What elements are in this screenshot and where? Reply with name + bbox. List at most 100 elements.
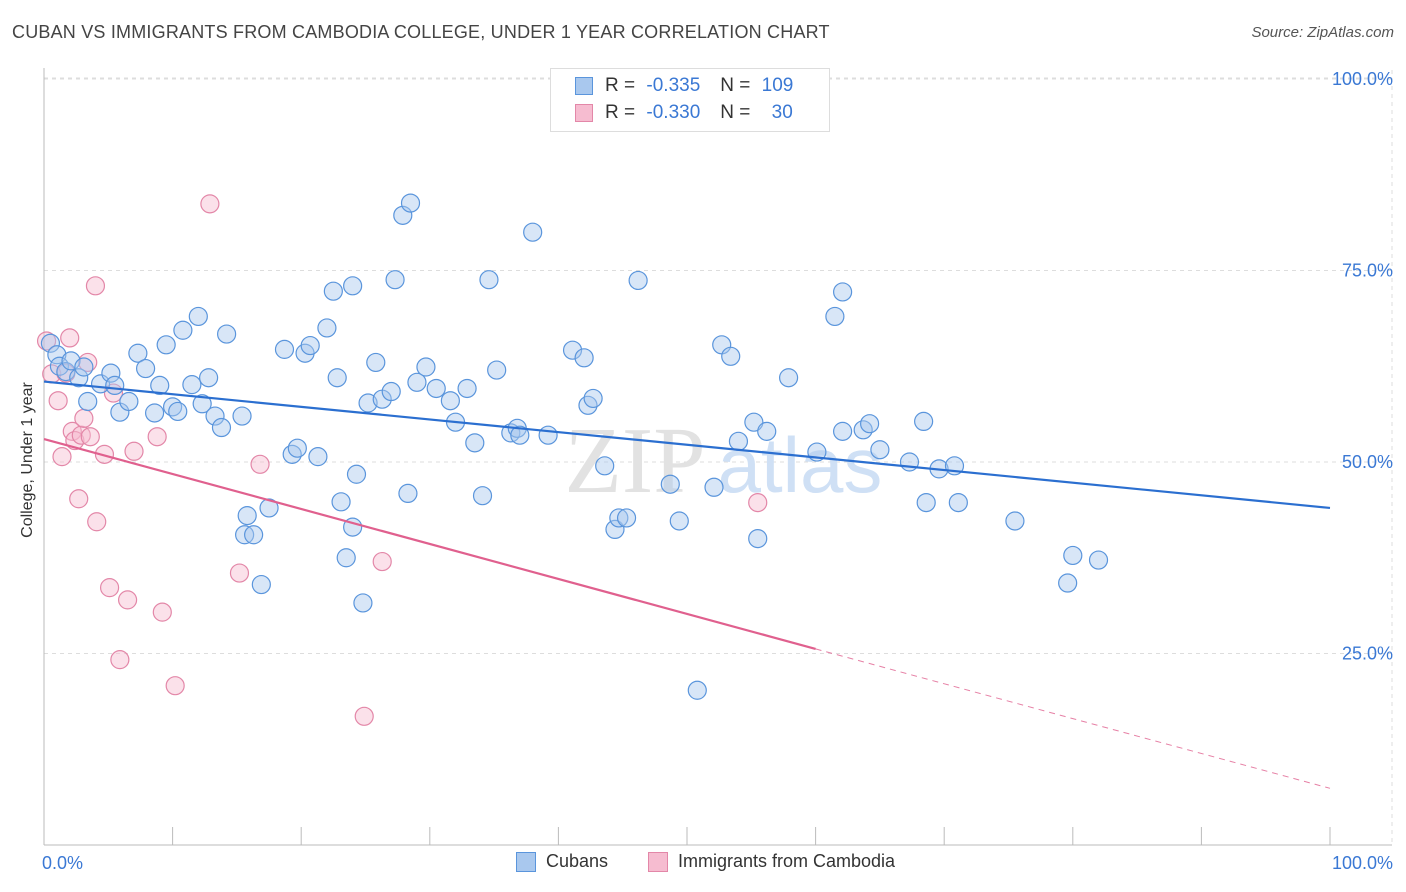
cubans-point — [128, 343, 148, 363]
cambodia-trend-line — [43, 437, 816, 650]
cubans-point — [308, 447, 328, 467]
cubans-point — [728, 431, 749, 451]
cubans-point — [381, 381, 401, 402]
cubans-point — [687, 680, 707, 700]
cubans-point — [616, 508, 637, 528]
chart-title: CUBAN VS IMMIGRANTS FROM CAMBODIA COLLEG… — [12, 22, 830, 42]
cambodia-point — [748, 492, 768, 513]
cambodia-point — [80, 427, 100, 447]
cubans-point — [259, 498, 279, 518]
legend-n-value: 30 — [771, 102, 793, 123]
cambodia-point — [250, 454, 270, 474]
cubans-point — [244, 525, 264, 545]
cubans-point — [574, 348, 594, 368]
cubans-point — [407, 372, 427, 392]
cubans-points — [40, 193, 1109, 700]
trend-lines — [43, 380, 1331, 789]
legend-row-cambodia: R = -0.330 N = 30 — [575, 102, 793, 124]
cubans-point — [778, 368, 799, 388]
cubans-point — [353, 593, 373, 613]
cubans-point — [385, 270, 405, 290]
legend-label-cubans: Cubans — [546, 851, 609, 871]
cubans-point — [358, 393, 378, 413]
cubans-point — [49, 356, 70, 376]
cambodia-point — [117, 590, 138, 610]
x-tick-label: 100.0% — [1332, 853, 1393, 873]
cubans-point — [135, 358, 156, 379]
cubans-point — [192, 394, 212, 414]
cubans-point — [416, 357, 436, 377]
cubans-point — [74, 357, 94, 377]
legend-r-value: -0.330 — [646, 102, 701, 123]
legend-n-label: N = — [720, 75, 751, 96]
cubans-point — [860, 414, 880, 434]
stats-legend: R = -0.335 N = 109 R = -0.330 N = 30 — [550, 68, 830, 132]
cubans-trend-line — [43, 380, 1331, 510]
x-tick-label: 0.0% — [42, 853, 83, 873]
source-label: Source: ZipAtlas.com — [1251, 24, 1394, 41]
cubans-point — [393, 205, 413, 225]
cambodia-swatch — [575, 104, 593, 122]
cubans-swatch — [516, 851, 536, 872]
cambodia-trend-extension — [815, 648, 1331, 789]
cambodia-point — [110, 650, 130, 670]
cubans-point — [199, 368, 219, 388]
cubans-point — [274, 339, 295, 359]
cubans-point — [465, 433, 485, 453]
cubans-point — [251, 574, 271, 595]
cubans-point — [833, 421, 853, 441]
cubans-point — [336, 548, 356, 568]
cubans-point — [660, 474, 680, 494]
y-tick-label: 25.0% — [1342, 644, 1393, 664]
legend-r-value: -0.335 — [646, 75, 701, 96]
cubans-point — [721, 346, 741, 366]
legend-item-cambodia[interactable]: Immigrants from Cambodia — [648, 851, 895, 872]
cubans-point — [105, 375, 125, 395]
cubans-point — [78, 391, 98, 412]
watermark-zip: ZIP — [565, 409, 706, 513]
cubans-point — [150, 375, 170, 395]
cubans-swatch — [575, 77, 593, 95]
cambodia-point — [60, 328, 80, 348]
cambodia-point — [87, 512, 107, 532]
cubans-point — [168, 401, 188, 422]
cubans-point — [825, 306, 845, 327]
legend-r-label: R = — [605, 75, 636, 96]
cubans-point — [173, 320, 193, 340]
cubans-point — [1088, 550, 1109, 570]
legend-n-label: N = — [720, 102, 751, 123]
axes — [43, 68, 1392, 846]
cambodia-point — [48, 391, 68, 411]
cubans-point — [1063, 545, 1083, 566]
legend-item-cubans[interactable]: Cubans — [516, 851, 608, 872]
y-tick-label: 75.0% — [1342, 261, 1393, 281]
cambodia-point — [74, 408, 94, 428]
cubans-point — [538, 425, 558, 445]
watermark: ZIP atlas — [565, 409, 883, 513]
cubans-point — [47, 345, 67, 365]
cubans-point — [605, 519, 625, 540]
cambodia-point — [85, 276, 106, 296]
cambodia-point — [354, 706, 374, 726]
cubans-point — [523, 222, 543, 242]
cambodia-swatch — [648, 851, 668, 872]
cubans-point — [595, 456, 615, 476]
cubans-point — [327, 368, 347, 388]
cambodia-point — [147, 427, 167, 447]
legend-row-cubans: R = -0.335 N = 109 — [575, 75, 793, 97]
cubans-point — [472, 486, 493, 506]
cubans-point — [748, 528, 768, 549]
cubans-point — [916, 492, 936, 513]
cubans-point — [948, 492, 968, 513]
cubans-point — [182, 375, 202, 395]
cubans-point — [510, 425, 530, 445]
cubans-point — [331, 492, 351, 512]
cubans-point — [609, 508, 629, 528]
cubans-point — [300, 335, 320, 356]
cubans-point — [156, 335, 176, 355]
cambodia-point — [165, 676, 185, 696]
cambodia-point — [99, 578, 120, 598]
cambodia-point — [52, 447, 72, 467]
cubans-point — [487, 360, 507, 380]
